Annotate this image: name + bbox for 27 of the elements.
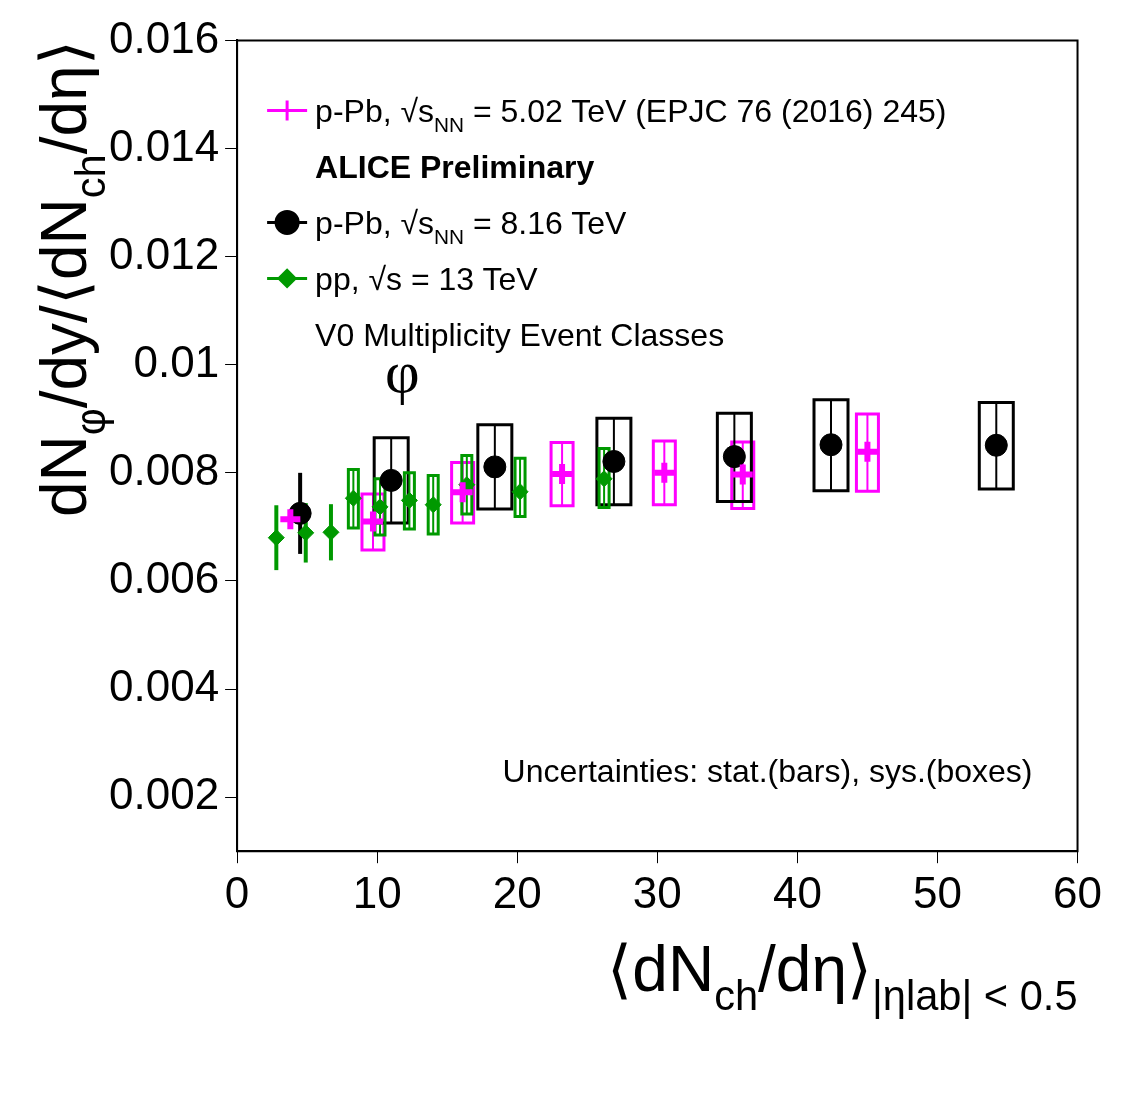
x-tick-label: 60 (1053, 867, 1103, 917)
point (400, 491, 418, 509)
y-tick-label: 0.006 (109, 553, 220, 603)
point (267, 529, 285, 547)
annotation: V0 Multiplicity Event Classes (315, 317, 725, 354)
x-tick-label: 20 (492, 867, 542, 917)
x-tick-label: 0 (224, 867, 250, 917)
y-tick-label: 0.014 (109, 120, 220, 170)
point (297, 524, 315, 542)
y-tick-label: 0.016 (109, 12, 220, 62)
legend-label: pp, √s = 13 TeV (315, 261, 539, 298)
y-tick-label: 0.01 (133, 336, 220, 386)
x-tick-label: 50 (912, 867, 962, 917)
point (511, 483, 529, 501)
y-tick-label: 0.012 (109, 228, 220, 278)
point (424, 496, 442, 514)
y-tick-label: 0.004 (109, 661, 220, 711)
x-tick-label: 40 (772, 867, 822, 917)
point (322, 523, 340, 541)
y-tick-label: 0.002 (109, 769, 220, 819)
point (371, 498, 389, 516)
annotation: ALICE Preliminary (315, 149, 595, 186)
annotation: Uncertainties: stat.(bars), sys.(boxes) (502, 753, 1033, 790)
point (595, 470, 613, 488)
x-tick-label: 30 (632, 867, 682, 917)
point (344, 489, 362, 507)
x-tick-label: 10 (352, 867, 402, 917)
